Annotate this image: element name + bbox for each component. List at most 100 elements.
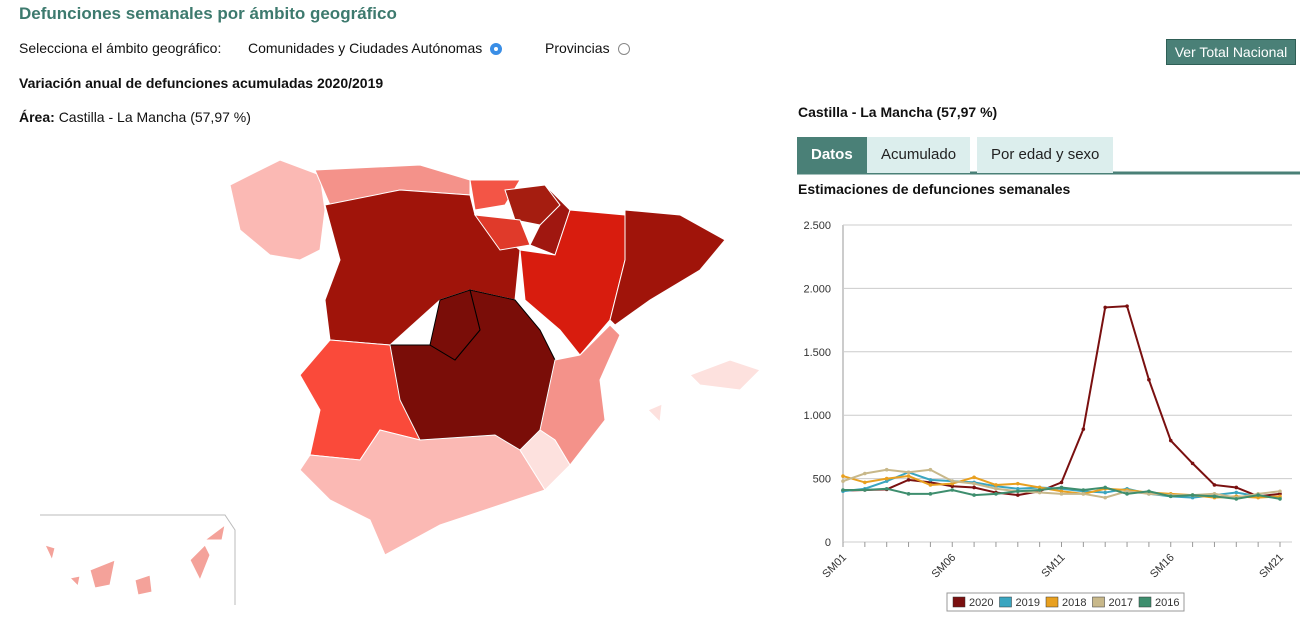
point [1059, 492, 1064, 496]
area-value: Castilla - La Mancha (57,97 %) [58, 109, 251, 125]
point [906, 492, 911, 496]
point [1059, 485, 1064, 490]
point [928, 478, 933, 482]
point [950, 488, 955, 492]
point [1278, 489, 1282, 494]
radio-option[interactable]: Provincias [545, 40, 630, 56]
point [1081, 427, 1086, 431]
series-line [842, 305, 1281, 498]
point [928, 492, 933, 496]
point [884, 479, 889, 483]
region [89, 559, 116, 589]
tab[interactable]: Por edad y sexo [977, 137, 1114, 173]
x-tick-label: SM21 [1257, 552, 1286, 581]
point [884, 476, 889, 481]
point [863, 488, 867, 492]
region [134, 574, 153, 596]
point [906, 478, 911, 482]
point [1234, 497, 1239, 501]
point [1081, 492, 1086, 496]
point [1234, 485, 1239, 490]
point [1016, 489, 1020, 494]
radio[interactable] [617, 43, 630, 55]
legend-swatch [952, 596, 966, 608]
x-tick-label: SM16 [1148, 552, 1177, 581]
y-tick-label: 1.000 [803, 410, 831, 422]
tab[interactable]: Acumulado [867, 137, 971, 173]
point [1190, 461, 1195, 466]
point [1234, 490, 1239, 495]
point [841, 479, 845, 483]
region [609, 209, 726, 326]
point [1037, 490, 1042, 495]
point [884, 486, 889, 491]
point [1016, 493, 1020, 497]
point [1016, 481, 1020, 486]
point [972, 481, 976, 486]
point [1278, 492, 1282, 496]
point [1125, 492, 1129, 496]
radio[interactable] [490, 43, 503, 55]
point [928, 483, 933, 487]
point [928, 467, 933, 472]
point [863, 471, 867, 476]
point [1125, 489, 1129, 494]
y-tick-label: 2.500 [803, 220, 831, 232]
area-label: Área: [19, 109, 55, 125]
region [689, 359, 761, 391]
point [1147, 492, 1151, 496]
point [994, 486, 998, 491]
point [1168, 438, 1173, 443]
point [1278, 494, 1282, 499]
y-tick-label: 0 [825, 537, 831, 549]
point [972, 493, 976, 497]
radio-option[interactable]: Comunidades y Ciudades Autónomas [248, 40, 503, 56]
region [189, 544, 211, 582]
point [1081, 488, 1086, 492]
point [841, 474, 845, 478]
option-label: Comunidades y Ciudades Autónomas [248, 40, 483, 56]
point [1016, 486, 1020, 491]
point [1212, 492, 1217, 496]
point [972, 475, 976, 480]
chart-title: Estimaciones de defunciones semanales [798, 181, 1071, 197]
point [884, 467, 889, 472]
point [1256, 495, 1260, 500]
option-label: Provincias [545, 40, 610, 56]
point [1125, 304, 1129, 308]
point [1147, 377, 1151, 382]
legend-swatch [999, 596, 1012, 608]
region [429, 289, 481, 361]
point [1147, 489, 1151, 494]
region [469, 179, 521, 211]
point [972, 485, 976, 490]
page-title: Defunciones semanales por ámbito geográf… [19, 4, 397, 23]
point [906, 470, 911, 475]
point [1212, 494, 1217, 499]
point [1037, 485, 1042, 490]
point [1103, 485, 1107, 490]
point [1103, 305, 1107, 310]
point [1103, 490, 1107, 495]
legend-label: 2019 [1016, 597, 1040, 609]
point [950, 481, 955, 486]
point [1190, 493, 1195, 497]
tab[interactable]: Datos [797, 137, 867, 173]
map-title: Variación anual de defunciones acumulada… [19, 75, 384, 91]
legend-label: 2017 [1109, 597, 1133, 609]
legend-label: 2018 [1062, 597, 1086, 609]
point [1190, 495, 1195, 500]
legend-swatch [1092, 596, 1105, 608]
point [1278, 497, 1282, 501]
inset-border [40, 514, 236, 605]
point [906, 474, 911, 478]
point [1103, 495, 1107, 500]
x-tick-label: SM01 [820, 552, 849, 581]
region [229, 159, 326, 261]
point [1168, 494, 1173, 499]
x-tick-label: SM11 [1039, 552, 1067, 580]
point [994, 483, 998, 487]
button[interactable]: Ver Total Nacional [1166, 39, 1296, 65]
selector-label: Selecciona el ámbito geográfico: [19, 40, 222, 56]
